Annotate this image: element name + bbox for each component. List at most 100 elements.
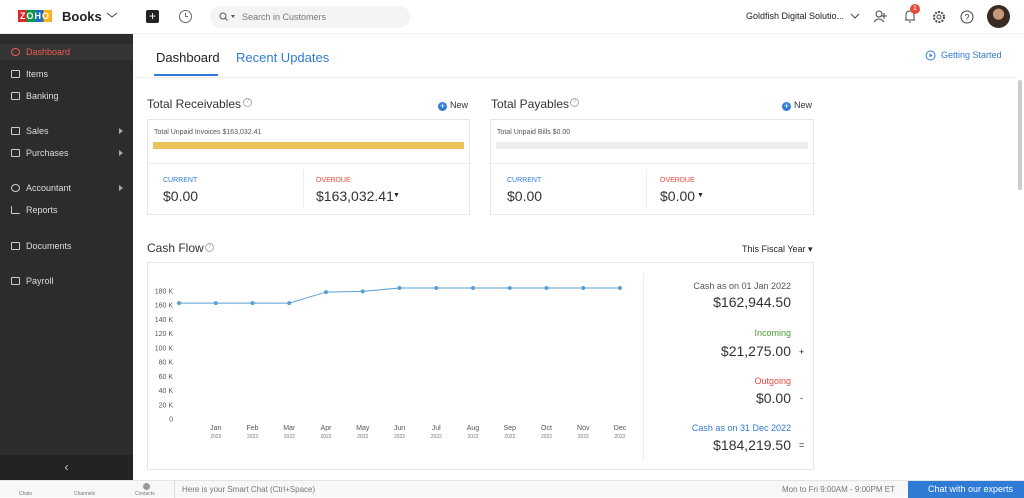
new-button[interactable]: + New xyxy=(438,100,469,111)
org-caret[interactable] xyxy=(850,13,860,19)
nav-item[interactable]: Payroll xyxy=(26,276,54,286)
receivables-title: Total Receivables xyxy=(147,97,242,111)
nav-arrow xyxy=(119,185,123,191)
avatar[interactable] xyxy=(987,5,1010,28)
contacts[interactable]: Contacts xyxy=(135,491,155,497)
x-tick-label: Oct xyxy=(541,425,552,432)
nav-arrow xyxy=(119,128,123,134)
nav-item[interactable]: Banking xyxy=(26,91,59,101)
nav-item[interactable]: Accountant xyxy=(26,183,72,193)
smart-chat[interactable]: Here is your Smart Chat (Ctrl+Space) xyxy=(182,485,316,494)
search-icon xyxy=(219,12,235,21)
tabs-divider xyxy=(133,77,1018,78)
svg-text:?: ? xyxy=(964,13,969,23)
new-button[interactable]: + New xyxy=(782,100,813,111)
divider xyxy=(174,481,175,498)
x-tick-label: Apr xyxy=(321,425,333,432)
topbar: ZOHO Books + Search in Customers Goldfis… xyxy=(0,0,1024,34)
sidebar-collapse[interactable]: ‹ xyxy=(0,455,133,480)
cashflow-title: Cash Flow xyxy=(147,241,204,255)
closing-sign: = xyxy=(799,440,805,450)
organization[interactable]: Goldfish Digital Solutio... xyxy=(746,11,845,21)
scrollbar xyxy=(1018,80,1022,190)
tab-active[interactable]: Dashboard xyxy=(156,50,220,65)
y-tick-label: 140 K xyxy=(155,317,174,324)
add-button[interactable]: + xyxy=(146,10,159,23)
x-tick-label: Jun xyxy=(394,425,405,432)
line xyxy=(179,287,620,304)
payables-card: Total Unpaid Bills $0.00 CURRENT $0.00 O… xyxy=(490,119,814,215)
tab[interactable]: Recent Updates xyxy=(236,50,330,65)
help-icon[interactable]: ? xyxy=(960,10,974,24)
point xyxy=(581,285,586,290)
info-icon: ? xyxy=(243,98,252,107)
overdue-caret[interactable]: ▼ xyxy=(697,192,704,199)
chat-button[interactable]: Chat with our experts xyxy=(908,481,1024,498)
icon-purchases xyxy=(11,149,20,157)
nav-item[interactable]: Reports xyxy=(26,205,58,215)
nav-item[interactable]: Purchases xyxy=(26,148,69,158)
notification-badge: 1 xyxy=(910,4,920,14)
y-tick-label: 60 K xyxy=(159,374,174,381)
getting-started[interactable]: Getting Started xyxy=(941,50,1002,60)
divider xyxy=(646,170,647,208)
current-label: CURRENT xyxy=(507,177,542,184)
history-icon[interactable] xyxy=(178,9,193,24)
closing-value: $184,219.50 xyxy=(713,437,791,453)
x-tick-label: Dec xyxy=(614,425,627,432)
x-tick-year: 2022 xyxy=(284,434,295,440)
outgoing-sign: - xyxy=(800,393,803,403)
x-tick-label: Mar xyxy=(283,425,296,432)
overdue-value[interactable]: $163,032.41 xyxy=(316,188,394,204)
x-tick-label: May xyxy=(356,425,370,432)
x-tick-year: 2022 xyxy=(467,434,478,440)
channels[interactable]: Channels xyxy=(74,491,96,497)
current-value: $0.00 xyxy=(507,188,543,204)
x-tick-year: 2022 xyxy=(320,434,331,440)
incoming-sign: + xyxy=(799,347,805,357)
unpaid-text: Total Unpaid Bills $0.00 xyxy=(497,129,571,136)
current-label: CURRENT xyxy=(163,177,198,184)
settings-icon[interactable] xyxy=(932,10,946,24)
icon-accountant xyxy=(11,184,20,192)
divider xyxy=(491,163,813,164)
nav-item[interactable]: Documents xyxy=(26,241,72,251)
search-box[interactable]: Search in Customers xyxy=(210,6,410,28)
brand: Books xyxy=(62,9,102,24)
point xyxy=(507,285,512,290)
y-tick-label: 0 xyxy=(169,417,173,424)
outgoing-label: Outgoing xyxy=(754,376,791,386)
period-select[interactable]: This Fiscal Year ▾ xyxy=(742,244,813,254)
icon-payroll xyxy=(11,277,20,285)
point xyxy=(250,301,255,306)
contacts-icon xyxy=(143,483,150,490)
cashflow-chart: 0 20 K 40 K 60 K 80 K 100 K 120 K 140 K 160 K 180… xyxy=(155,285,627,440)
overdue-label: OVERDUE xyxy=(316,177,351,184)
nav-item[interactable]: Items xyxy=(26,69,49,79)
x-tick-year: 2022 xyxy=(614,434,625,440)
x-tick-label: Nov xyxy=(577,425,590,432)
nav-item[interactable]: Sales xyxy=(26,126,49,136)
unpaid-bar xyxy=(153,142,464,149)
info-icon: ? xyxy=(205,243,214,252)
nav-item[interactable]: Dashboard xyxy=(26,47,71,57)
brand-caret[interactable] xyxy=(106,11,118,19)
users-icon[interactable] xyxy=(874,10,888,23)
point xyxy=(544,285,549,290)
x-tick-year: 2022 xyxy=(541,434,552,440)
y-tick-label: 180 K xyxy=(155,289,174,296)
y-tick-label: 80 K xyxy=(159,360,174,367)
chats[interactable]: Chats xyxy=(19,491,33,497)
unpaid-text: Total Unpaid Invoices $163,032.41 xyxy=(154,129,262,136)
hours: Mon to Fri 9:00AM - 9:00PM ET xyxy=(782,485,895,494)
overdue-caret[interactable]: ▼ xyxy=(393,192,400,199)
outgoing-value: $0.00 xyxy=(755,390,791,406)
overdue-value[interactable]: $0.00 xyxy=(660,188,696,204)
info-icon: ? xyxy=(570,98,579,107)
divider xyxy=(643,273,644,461)
bottombar: Chats Channels Contacts Here is your Sma… xyxy=(0,480,1024,498)
cashflow-card: Cash as on 01 Jan 2022 $162,944.50 Incom… xyxy=(147,262,814,470)
icon-reports xyxy=(11,206,20,214)
logo: ZOHO xyxy=(18,10,52,22)
x-tick-year: 2022 xyxy=(394,434,405,440)
